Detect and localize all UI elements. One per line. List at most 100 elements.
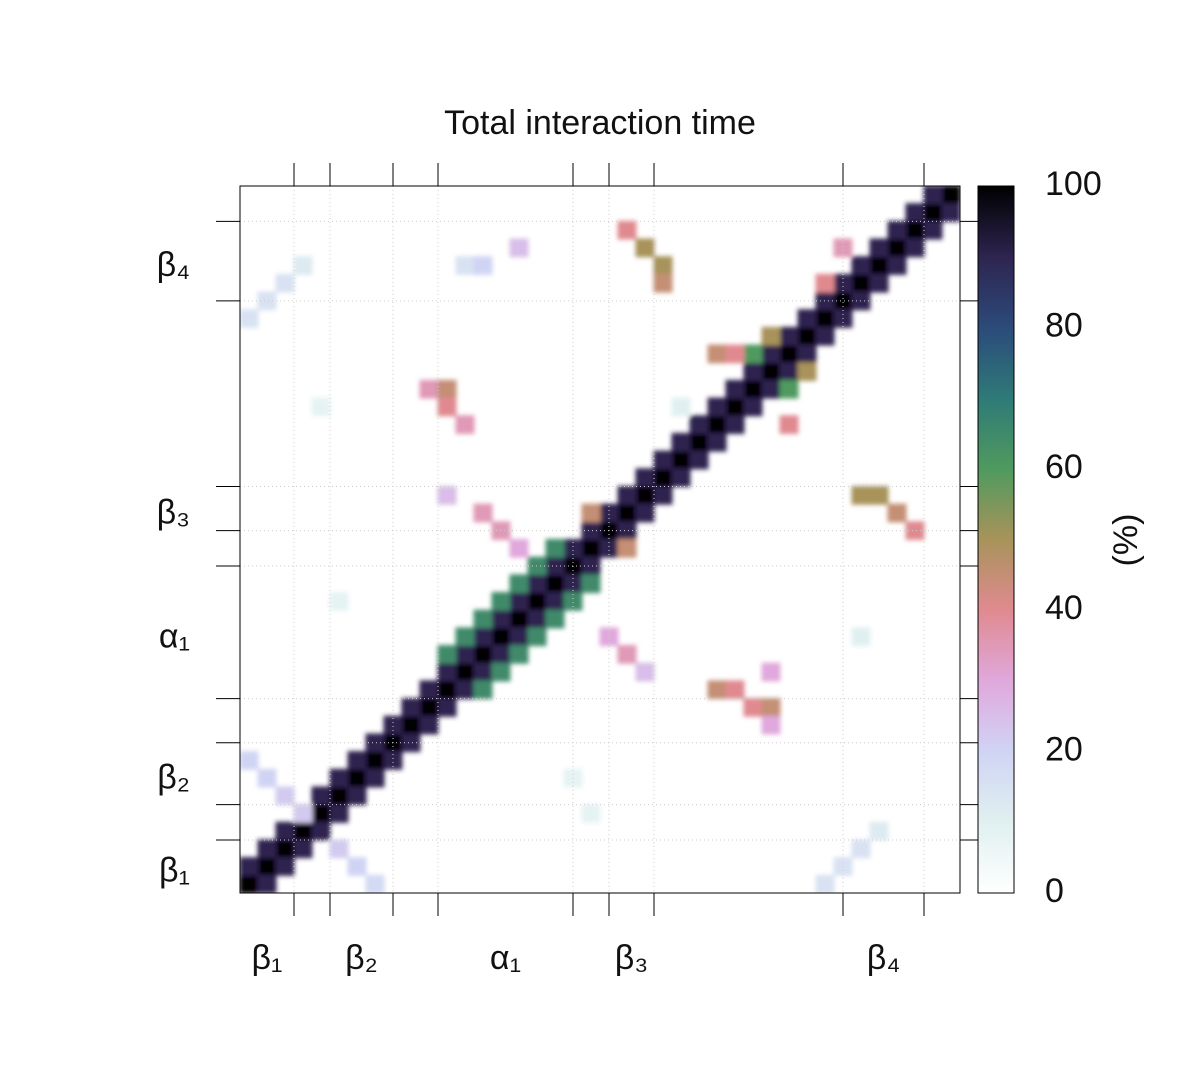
heatmap [240,186,960,893]
heatmap-cell [869,238,889,258]
heatmap-cell [851,273,871,293]
heatmap-cell [455,256,475,275]
x-segment-label: β₁ [251,939,282,977]
heatmap-cell [437,698,457,717]
heatmap-cell [815,309,835,328]
heatmap-cell [275,857,295,876]
heatmap-cell [689,432,709,452]
heatmap-cell [671,432,691,452]
heatmap-cell [905,238,925,258]
heatmap-cell [473,662,493,682]
heatmap-cell [761,362,781,381]
heatmap-cell [653,273,673,293]
x-segment-label: β₄ [867,939,900,977]
heatmap-cell [527,592,547,611]
heatmap-cell [725,680,745,700]
heatmap-cell [257,839,277,859]
heatmap-cell [635,662,655,682]
heatmap-cell [581,574,601,594]
heatmap-cell [851,627,871,647]
heatmap-cell [599,627,619,647]
colorbar-tick-label: 20 [1045,731,1083,769]
heatmap-cell [671,450,691,470]
heatmap-cell [563,574,583,594]
heatmap-cell [329,839,349,859]
heatmap-cell [329,592,349,611]
heatmap-cell [941,186,960,205]
heatmap-cell [797,326,817,346]
heatmap-cell [563,539,583,558]
heatmap-cell [725,344,745,364]
heatmap-cell [347,751,367,770]
heatmap-cell [833,273,853,293]
heatmap-cell [581,556,601,576]
heatmap-cell [329,768,349,788]
heatmap-cell [743,344,763,364]
heatmap-cell [509,238,529,258]
heatmap-cell [563,592,583,611]
heatmap-cell [509,574,529,594]
y-segment-label: β₁ [159,851,190,889]
heatmap-cell [581,804,601,823]
heatmap-cell [401,715,421,735]
heatmap-cell [833,291,853,311]
heatmap-cells [240,186,960,893]
heatmap-cell [761,698,781,717]
heatmap-cell [455,680,475,700]
colorbar-tick-label: 80 [1045,306,1083,344]
heatmap-cell [240,857,259,876]
heatmap-cell [941,203,960,222]
heatmap-cell [887,503,907,523]
heatmap-cell [509,645,529,664]
heatmap-cell [923,220,943,240]
heatmap-cell [527,627,547,647]
heatmap-cell [455,627,475,647]
heatmap-cell [815,326,835,346]
heatmap-cell [923,186,943,205]
heatmap-cell [635,485,655,505]
heatmap-cell [653,450,673,470]
heatmap-cell [761,344,781,364]
heatmap-cell [761,662,781,682]
heatmap-cell [869,273,889,293]
heatmap-cell [905,203,925,222]
heatmap-cell [707,344,727,364]
heatmap-cell [743,397,763,417]
colorbar-label: (%) [1107,514,1145,567]
heatmap-cell [887,220,907,240]
heatmap-cell [365,874,385,893]
heatmap-cell [473,609,493,629]
heatmap-cell [581,521,601,540]
heatmap-cell [275,273,295,293]
heatmap-cell [599,539,619,558]
heatmap-cell [257,857,277,876]
heatmap-cell [311,821,331,841]
heatmap-cell [779,415,799,434]
y-segment-label: α₁ [159,617,190,655]
colorbar-tick-label: 40 [1045,589,1083,627]
heatmap-cell [437,379,457,399]
heatmap-cell [725,415,745,434]
heatmap-cell [617,539,637,558]
heatmap-cell [455,645,475,664]
heatmap-cell [383,715,403,735]
heatmap-cell [419,715,439,735]
heatmap-cell [887,238,907,258]
heatmap-cell [311,397,331,417]
heatmap-cell [887,256,907,275]
heatmap-cell [329,786,349,806]
heatmap-cell [905,220,925,240]
heatmap-cell [527,609,547,629]
heatmap-cell [545,574,565,594]
heatmap-cell [473,503,493,523]
heatmap-cell [473,256,493,275]
heatmap-cell [815,874,835,893]
heatmap-cell [509,539,529,558]
heatmap-cell [437,662,457,682]
heatmap-cell [779,344,799,364]
heatmap-cell [311,804,331,823]
heatmap-cell [797,309,817,328]
heatmap-cell [689,415,709,434]
heatmap-cell [653,485,673,505]
x-segment-label: β₃ [615,939,648,977]
